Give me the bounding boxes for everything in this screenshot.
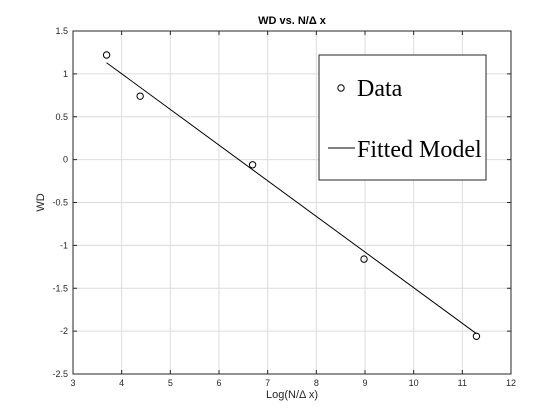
y-tick-label: 0 (63, 155, 68, 165)
data-point (248, 161, 257, 169)
x-tick-label: 5 (168, 378, 173, 388)
x-tick-label: 8 (314, 378, 319, 388)
y-tick-label: -1 (60, 240, 68, 250)
chart-title: WD vs. N/Δ x (258, 15, 327, 27)
y-axis-label: WD (35, 193, 47, 211)
data-point (360, 255, 368, 263)
x-tick-label: 11 (458, 378, 467, 388)
x-tick-label: 10 (409, 378, 419, 388)
x-tick-label: 4 (119, 378, 124, 388)
y-tick-label: 1.5 (55, 26, 68, 36)
y-tick-label: -2.5 (52, 369, 68, 379)
x-tick-label: 9 (362, 378, 367, 388)
y-tick-label: -1.5 (52, 283, 68, 293)
y-tick-label: -2 (60, 326, 68, 336)
x-tick-label: 12 (506, 378, 516, 388)
legend-marker-data (337, 84, 345, 92)
x-tick-label: 6 (216, 378, 221, 388)
y-tick-label: -0.5 (52, 198, 68, 208)
legend-label-data: Data (357, 76, 403, 102)
data-point (472, 332, 481, 340)
x-tick-label: 3 (70, 378, 75, 388)
y-tick-label: 1 (63, 69, 68, 79)
x-tick-label: 7 (265, 378, 270, 388)
x-axis-label: Log(N/Δ x) (266, 389, 318, 401)
series (102, 51, 481, 340)
legend-box (318, 54, 487, 181)
legend: Data Fitted Model (318, 54, 487, 181)
fitted-model-line (106, 62, 477, 335)
y-tick-label: 0.5 (55, 112, 68, 122)
ticks: 3 4 5 6 7 8 9 10 11 12 -2.5 -2 -1.5 -1 -0.5 0 0.5 1 1.5 (52, 26, 516, 388)
data-point (136, 92, 144, 100)
legend-label-fitted-model: Fitted Model (357, 137, 482, 163)
data-point (102, 51, 111, 59)
